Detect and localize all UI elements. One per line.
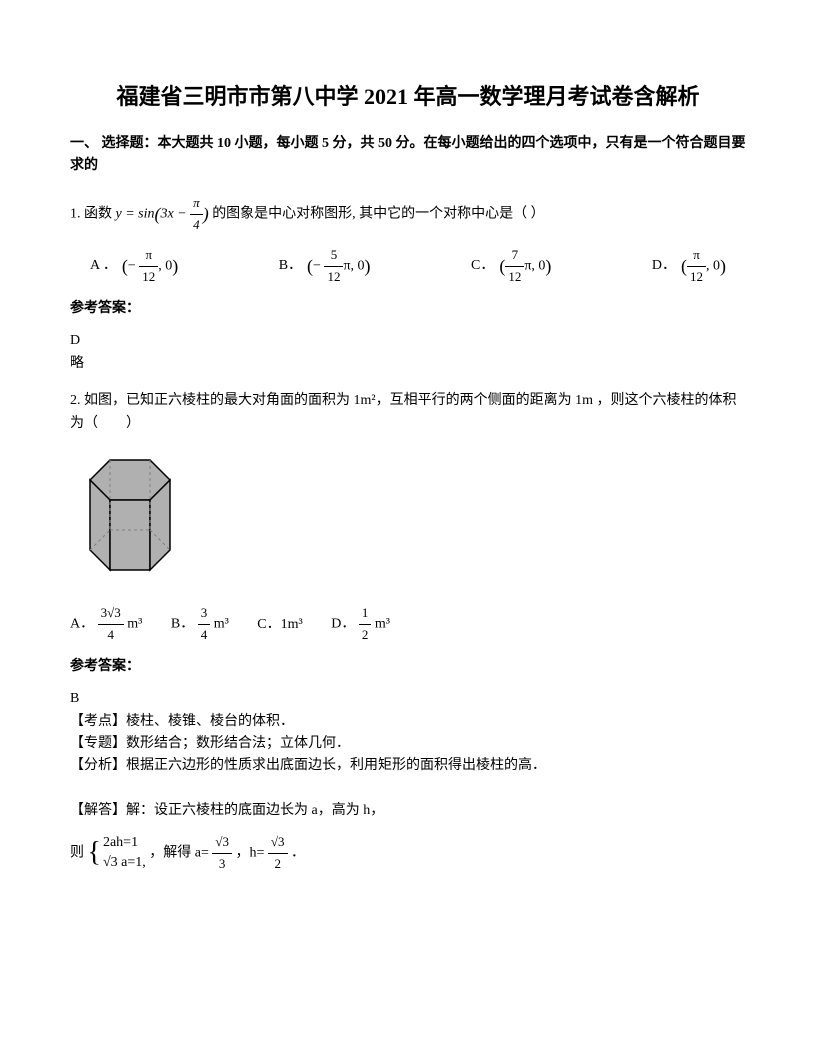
q2-opt-b-label: B． bbox=[171, 617, 194, 632]
q1-number: 1. bbox=[70, 206, 81, 221]
q2-kaodian-text: 棱柱、棱锥、棱台的体积． bbox=[126, 714, 294, 729]
q2-opt-c-label: C．1m³ bbox=[257, 617, 302, 632]
q2-equations: 则 { 2ah=1 √3 a=1, ，解得 a= √33 ，h= √32 ． bbox=[70, 831, 746, 876]
q2-jieda-text: 解：设正六棱柱的底面边长为 a，高为 h， bbox=[126, 803, 384, 818]
q2-opt-d-fraction: 12 bbox=[359, 603, 372, 646]
q2-zhuanti-text: 数形结合；数形结合法；立体几何． bbox=[126, 736, 350, 751]
section-header: 一、 选择题：本大题共 10 小题，每小题 5 分，共 50 分。在每小题给出的… bbox=[70, 133, 746, 178]
q2-option-a: A． 3√34 m³ bbox=[70, 603, 142, 646]
q1-opt-d-label: D． bbox=[652, 255, 676, 277]
prism-front-face bbox=[110, 500, 150, 570]
q1-option-b: B． (− 512π, 0) bbox=[279, 245, 371, 288]
q1-opt-c-label: C． bbox=[471, 255, 494, 277]
q2-fenxi: 【分析】根据正六边形的性质求出底面边长，利用矩形的面积得出棱柱的高． bbox=[70, 755, 746, 777]
hexagonal-prism-figure bbox=[70, 450, 746, 588]
q2-text: 如图，已知正六棱柱的最大对角面的面积为 1m²，互相平行的两个侧面的距离为 1m… bbox=[70, 393, 736, 430]
q2-number: 2. bbox=[70, 393, 81, 408]
q1-formula: y = sin(3x − π4) bbox=[116, 193, 209, 236]
q2-options: A． 3√34 m³ B． 34 m³ C．1m³ D． 12 m³ bbox=[70, 603, 746, 646]
q2-result-mid2: ，h= bbox=[236, 845, 265, 860]
q2-opt-b-unit: m³ bbox=[214, 617, 229, 632]
prism-svg bbox=[70, 450, 190, 580]
q1-answer-label: 参考答案： bbox=[70, 298, 746, 320]
q2-option-b: B． 34 m³ bbox=[171, 603, 229, 646]
q2-opt-a-fraction: 3√34 bbox=[98, 603, 124, 646]
q2-kaodian-label: 【考点】 bbox=[70, 714, 126, 729]
q2-answer-label: 参考答案： bbox=[70, 656, 746, 678]
question-2: 2. 如图，已知正六棱柱的最大对角面的面积为 1m²，互相平行的两个侧面的距离为… bbox=[70, 390, 746, 875]
q2-result-h: √32 bbox=[268, 832, 288, 875]
q2-opt-b-fraction: 34 bbox=[198, 603, 211, 646]
eq-line-1: 2ah=1 bbox=[103, 833, 146, 853]
q1-opt-b-value: (− 512π, 0) bbox=[307, 245, 370, 288]
q2-opt-d-unit: m³ bbox=[375, 617, 390, 632]
q2-answer: B bbox=[70, 688, 746, 710]
q2-jieda-label: 【解答】 bbox=[70, 803, 126, 818]
q1-options: A ． (− π12, 0) B． (− 512π, 0) C． (712π, … bbox=[70, 245, 746, 288]
q2-opt-a-label: A． bbox=[70, 617, 94, 632]
q1-text-after: 的图象是中心对称图形, 其中它的一个对称中心是（ ） bbox=[212, 206, 545, 221]
q1-opt-c-value: (712π, 0) bbox=[499, 245, 551, 288]
q1-opt-a-value: (− π12, 0) bbox=[122, 245, 178, 288]
eq-line-2: √3 a=1, bbox=[103, 853, 146, 873]
q2-opt-a-unit: m³ bbox=[127, 617, 142, 632]
q2-result-prefix: 则 bbox=[70, 845, 84, 860]
q2-jieda: 【解答】解：设正六棱柱的底面边长为 a，高为 h， bbox=[70, 800, 746, 822]
q2-result-suffix: ． bbox=[291, 845, 305, 860]
q1-opt-a-label: A ． bbox=[90, 255, 117, 277]
equation-system: { 2ah=1 √3 a=1, bbox=[88, 831, 146, 876]
brace-icon: { bbox=[88, 831, 101, 876]
question-1: 1. 函数 y = sin(3x − π4) 的图象是中心对称图形, 其中它的一… bbox=[70, 193, 746, 375]
q2-result-mid: ，解得 a= bbox=[149, 845, 209, 860]
q2-option-d: D． 12 m³ bbox=[331, 603, 390, 646]
q2-fenxi-text: 根据正六边形的性质求出底面边长，利用矩形的面积得出棱柱的高． bbox=[126, 758, 546, 773]
q2-zhuanti: 【专题】数形结合；数形结合法；立体几何． bbox=[70, 733, 746, 755]
q2-result-a: √33 bbox=[212, 832, 232, 875]
q1-opt-b-label: B． bbox=[279, 255, 302, 277]
q1-answer: D bbox=[70, 330, 746, 352]
q2-kaodian: 【考点】棱柱、棱锥、棱台的体积． bbox=[70, 711, 746, 733]
q2-zhuanti-label: 【专题】 bbox=[70, 736, 126, 751]
q1-text-before: 函数 bbox=[84, 206, 112, 221]
q1-opt-d-value: (π12, 0) bbox=[681, 245, 726, 288]
q2-fenxi-label: 【分析】 bbox=[70, 758, 126, 773]
q1-option-c: C． (712π, 0) bbox=[471, 245, 551, 288]
q1-option-a: A ． (− π12, 0) bbox=[90, 245, 178, 288]
q2-opt-d-label: D． bbox=[331, 617, 355, 632]
question-1-text: 1. 函数 y = sin(3x − π4) 的图象是中心对称图形, 其中它的一… bbox=[70, 193, 746, 236]
q1-answer-note: 略 bbox=[70, 353, 746, 375]
q1-option-d: D． (π12, 0) bbox=[652, 245, 726, 288]
page-title: 福建省三明市市第八中学 2021 年高一数学理月考试卷含解析 bbox=[70, 80, 746, 113]
q2-option-c: C．1m³ bbox=[257, 614, 302, 636]
question-2-text: 2. 如图，已知正六棱柱的最大对角面的面积为 1m²，互相平行的两个侧面的距离为… bbox=[70, 390, 746, 435]
